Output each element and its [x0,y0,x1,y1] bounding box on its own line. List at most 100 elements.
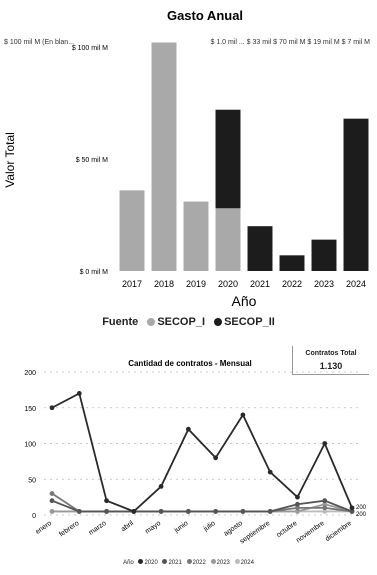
x-tick-label: 2024 [346,279,366,289]
kpi-card: Contratos Total 1.130 [292,346,369,375]
bar [247,226,273,271]
x-tick-label: septiembre [239,520,271,546]
data-point [158,484,164,489]
x-axis-label: Año [232,293,257,309]
x-tick-label: 2017 [122,279,142,289]
data-point [131,509,137,514]
data-point [295,494,300,500]
data-point [349,505,355,511]
bar [279,255,305,271]
y-tick-label: 100 [24,442,36,449]
data-point [295,509,300,514]
data-point [349,509,355,514]
series-line [51,499,353,513]
data-point [213,509,219,514]
data-point [295,505,300,511]
kpi-value: 1.130 [319,361,343,371]
legend-dot-icon [162,559,168,564]
series-line [51,392,353,513]
legend-item[interactable]: 2022 [192,560,206,566]
bar [215,109,241,209]
data-point [322,441,328,446]
legend-title: Fuente [102,316,139,328]
top-labels-left: $ 100 mil M (En blan... [4,39,74,46]
data-point [49,509,55,514]
legend-item[interactable]: 2020 [144,560,158,566]
data-point [158,509,164,514]
legend-year: Año 2020 2021 2022 2023 2024 [0,559,377,566]
legend-item[interactable]: SECOP_II [224,316,275,328]
data-point [295,501,300,507]
x-tick-label: abril [120,520,135,534]
y-tick-label: $ 50 mil M [76,157,108,164]
x-tick-label: 2018 [154,279,174,289]
data-point [213,455,219,461]
bar [343,118,369,272]
bar [119,190,145,271]
x-tick-label: 2019 [186,279,206,289]
monthly-contracts-chart: Cantidad de contratos - Mensual 0 50 100 15… [24,359,366,546]
legend-dot-icon [214,318,223,326]
data-point [322,501,328,507]
data-point [322,498,328,504]
data-point [104,509,109,514]
x-tick-label: 2022 [282,279,302,289]
legend-dot-icon [234,559,240,564]
data-point [322,509,328,514]
y-tick-label: 150 [24,406,36,413]
legend-item[interactable]: 2021 [168,560,182,566]
chart-title: Cantidad de contratos - Mensual [128,359,252,368]
x-tick-label: junio [173,520,190,535]
x-tick-label: diciembre [324,520,353,543]
data-point [267,509,273,514]
legend-title: Año [123,560,134,566]
end-label: 200 [356,512,367,518]
x-tick-label: marzo [88,520,108,537]
x-tick-label: mayo [144,520,162,536]
kpi-label: Contratos Total [305,350,357,357]
data-point [240,412,246,418]
data-point [240,509,246,514]
data-point [49,405,55,411]
x-tick-label: noviembre [295,520,326,545]
x-tick-label: enero [34,520,53,536]
x-tick-label: julio [202,520,217,534]
data-point [267,469,273,475]
x-tick-label: febrero [58,520,80,539]
chart-title: Gasto Anual [167,8,243,23]
legend-dot-icon [147,318,156,326]
x-tick-label: 2023 [314,279,334,289]
data-point [185,509,191,514]
data-point [49,498,55,504]
data-point [322,505,328,511]
bar [215,208,241,271]
x-tick-label: 2020 [218,279,238,289]
bar [183,201,209,271]
bar [311,239,337,271]
data-point [49,491,55,496]
legend-item[interactable]: 2023 [216,560,230,566]
end-label: 200 [356,505,367,511]
bar [151,42,177,271]
y-tick-label: 0 [32,513,36,520]
y-tick-label: $ 0 mil M [80,269,109,276]
legend-dot-icon [186,559,192,564]
y-tick-label: 200 [24,370,36,377]
data-point [76,391,82,396]
legend-fuente: Fuente SECOP_I SECOP_II [0,316,377,328]
x-tick-label: octubre [275,520,298,539]
y-tick-label: 50 [28,477,36,484]
legend-item[interactable]: 2024 [240,560,254,566]
y-axis-label: Valor Total [3,132,17,188]
x-tick-label: agosto [223,520,244,538]
data-point [76,509,82,514]
annual-spend-chart: Gasto Anual $ 100 mil M (En blan... $ 1.… [3,8,370,309]
data-point [185,426,191,432]
y-tick-label: $ 100 mil M [72,45,108,52]
legend-dot-icon [138,559,144,564]
x-tick-label: 2021 [250,279,270,289]
legend-item[interactable]: SECOP_I [157,316,205,328]
legend-dot-icon [210,559,216,564]
data-point [104,498,109,504]
